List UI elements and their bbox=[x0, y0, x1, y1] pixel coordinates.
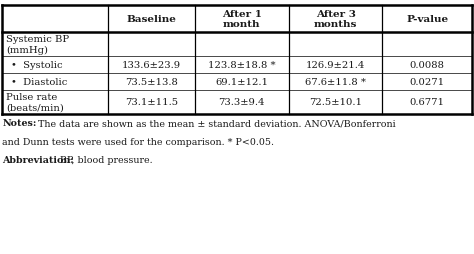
Text: Notes:: Notes: bbox=[2, 119, 37, 128]
Text: After 1
month: After 1 month bbox=[222, 10, 262, 29]
Text: 69.1±12.1: 69.1±12.1 bbox=[215, 77, 268, 86]
Text: After 3
months: After 3 months bbox=[314, 10, 357, 29]
Text: P-value: P-value bbox=[406, 15, 448, 24]
Text: 73.1±11.5: 73.1±11.5 bbox=[125, 98, 178, 107]
Text: 67.6±11.8 *: 67.6±11.8 * bbox=[305, 77, 366, 86]
Text: 73.3±9.4: 73.3±9.4 bbox=[219, 98, 265, 107]
Text: and Dunn tests were used for the comparison. * P<0.05.: and Dunn tests were used for the compari… bbox=[2, 137, 274, 146]
Text: 123.8±18.8 *: 123.8±18.8 * bbox=[208, 61, 275, 70]
Text: Pulse rate
(beats/min): Pulse rate (beats/min) bbox=[6, 92, 64, 112]
Text: Systemic BP
(mmHg): Systemic BP (mmHg) bbox=[6, 35, 69, 55]
Text: The data are shown as the mean ± standard deviation. ANOVA/Bonferroni: The data are shown as the mean ± standar… bbox=[35, 119, 395, 128]
Text: •  Systolic: • Systolic bbox=[11, 61, 63, 70]
Text: Abbreviation:: Abbreviation: bbox=[2, 155, 74, 164]
Text: 72.5±10.1: 72.5±10.1 bbox=[309, 98, 362, 107]
Text: 73.5±13.8: 73.5±13.8 bbox=[125, 77, 178, 86]
Text: Baseline: Baseline bbox=[127, 15, 176, 24]
Text: BP, blood pressure.: BP, blood pressure. bbox=[57, 155, 153, 164]
Text: •  Diastolic: • Diastolic bbox=[11, 77, 67, 86]
Text: 0.6771: 0.6771 bbox=[410, 98, 445, 107]
Text: 133.6±23.9: 133.6±23.9 bbox=[122, 61, 181, 70]
Text: 0.0088: 0.0088 bbox=[410, 61, 445, 70]
Text: 126.9±21.4: 126.9±21.4 bbox=[306, 61, 365, 70]
Text: 0.0271: 0.0271 bbox=[410, 77, 445, 86]
